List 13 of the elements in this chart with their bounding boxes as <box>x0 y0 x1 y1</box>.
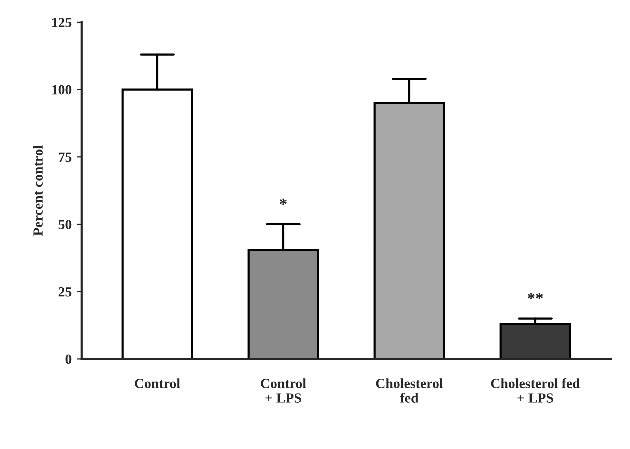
y-tick-label: 100 <box>52 85 72 95</box>
x-tick-label: Control + LPS <box>261 378 306 403</box>
x-tick-label: Control <box>135 378 180 388</box>
y-axis-title: Percent control <box>33 146 43 236</box>
y-tick-label: 25 <box>58 287 72 297</box>
x-tick-label: Cholesterol fed + LPS <box>491 378 580 403</box>
y-tick-label: 75 <box>59 152 72 162</box>
y-tick-label: 50 <box>58 220 72 230</box>
y-tick-label: 125 <box>52 18 72 28</box>
annotation: ** <box>528 293 544 300</box>
x-tick-label: Cholesterol fed <box>376 378 444 403</box>
y-tick-label: 0 <box>66 354 72 364</box>
annotation: * <box>280 198 287 206</box>
